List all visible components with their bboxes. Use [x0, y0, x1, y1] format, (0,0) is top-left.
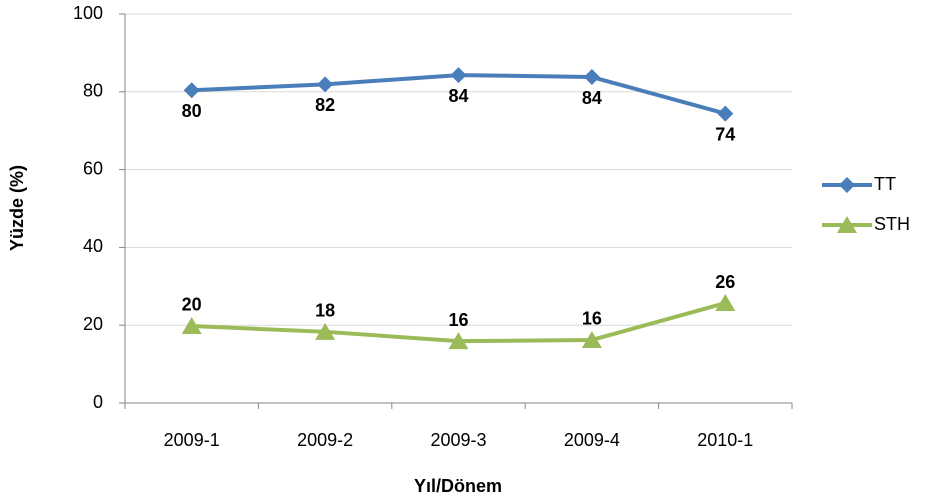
data-point — [181, 316, 202, 334]
data-point — [581, 330, 602, 348]
y-tick-label: 20 — [83, 314, 103, 334]
data-label: 74 — [715, 124, 735, 144]
data-label: 84 — [582, 88, 602, 108]
data-label: 20 — [182, 295, 202, 315]
data-point — [183, 82, 200, 99]
data-label: 16 — [582, 309, 602, 329]
data-point — [715, 294, 736, 312]
data-label: 26 — [715, 272, 735, 292]
legend-marker — [837, 216, 857, 233]
y-tick-label: 40 — [83, 236, 103, 256]
x-tick-label: 2010-1 — [697, 430, 753, 450]
data-point — [717, 105, 734, 122]
legend-marker — [839, 177, 855, 193]
x-tick-label: 2009-2 — [297, 430, 353, 450]
y-tick-label: 80 — [83, 81, 103, 101]
data-point — [448, 332, 469, 350]
y-tick-label: 100 — [73, 3, 103, 23]
y-tick-label: 0 — [93, 392, 103, 412]
x-tick-label: 2009-1 — [164, 430, 220, 450]
legend-label: STH — [874, 214, 910, 234]
data-point — [315, 322, 336, 340]
legend-label: TT — [874, 174, 896, 194]
data-label: 84 — [448, 86, 468, 106]
y-axis-label: Yüzde (%) — [7, 165, 27, 251]
data-point — [450, 67, 467, 84]
y-tick-label: 60 — [83, 158, 103, 178]
data-label: 82 — [315, 95, 335, 115]
data-label: 16 — [448, 310, 468, 330]
x-tick-label: 2009-4 — [564, 430, 620, 450]
data-point — [317, 76, 334, 93]
data-point — [583, 69, 600, 86]
data-label: 80 — [182, 101, 202, 121]
x-tick-label: 2009-3 — [430, 430, 486, 450]
x-axis-label: Yıl/Dönem — [414, 476, 502, 496]
data-label: 18 — [315, 301, 335, 321]
